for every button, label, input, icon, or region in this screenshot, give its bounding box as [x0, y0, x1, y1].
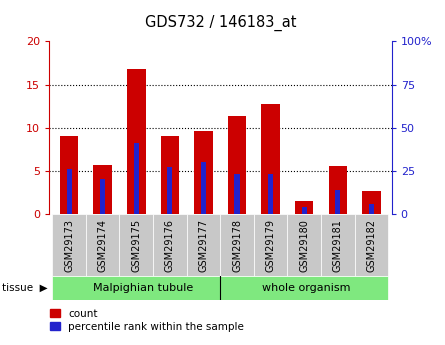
- Bar: [321, 214, 355, 276]
- Bar: [53, 276, 220, 300]
- Text: GSM29180: GSM29180: [299, 219, 309, 272]
- Bar: [134, 143, 139, 214]
- Bar: [228, 116, 247, 214]
- Text: GSM29181: GSM29181: [333, 219, 343, 272]
- Bar: [187, 214, 220, 276]
- Text: GSM29178: GSM29178: [232, 219, 242, 272]
- Bar: [153, 214, 187, 276]
- Bar: [261, 104, 280, 214]
- Text: GDS732 / 146183_at: GDS732 / 146183_at: [145, 15, 296, 31]
- Text: GSM29174: GSM29174: [98, 219, 108, 272]
- Bar: [194, 131, 213, 214]
- Bar: [302, 207, 307, 214]
- Text: whole organism: whole organism: [262, 283, 350, 293]
- Bar: [201, 162, 206, 214]
- Bar: [295, 201, 313, 214]
- Text: GSM29173: GSM29173: [64, 219, 74, 272]
- Bar: [328, 166, 347, 214]
- Text: GSM29175: GSM29175: [131, 219, 142, 272]
- Text: Malpighian tubule: Malpighian tubule: [93, 283, 193, 293]
- Bar: [362, 190, 380, 214]
- Bar: [60, 136, 78, 214]
- Bar: [355, 214, 388, 276]
- Text: GSM29179: GSM29179: [266, 219, 275, 272]
- Bar: [66, 169, 72, 214]
- Bar: [335, 190, 340, 214]
- Bar: [235, 174, 240, 214]
- Bar: [220, 214, 254, 276]
- Bar: [86, 214, 120, 276]
- Bar: [127, 69, 146, 214]
- Bar: [93, 165, 112, 214]
- Bar: [254, 214, 287, 276]
- Legend: count, percentile rank within the sample: count, percentile rank within the sample: [50, 309, 244, 332]
- Bar: [167, 167, 173, 214]
- Bar: [369, 204, 374, 214]
- Bar: [161, 136, 179, 214]
- Text: GSM29176: GSM29176: [165, 219, 175, 272]
- Bar: [120, 214, 153, 276]
- Bar: [53, 214, 86, 276]
- Bar: [287, 214, 321, 276]
- Bar: [268, 174, 273, 214]
- Text: tissue  ▶: tissue ▶: [2, 283, 48, 293]
- Text: GSM29177: GSM29177: [198, 219, 208, 272]
- Text: GSM29182: GSM29182: [366, 219, 376, 272]
- Bar: [220, 276, 388, 300]
- Bar: [100, 179, 105, 214]
